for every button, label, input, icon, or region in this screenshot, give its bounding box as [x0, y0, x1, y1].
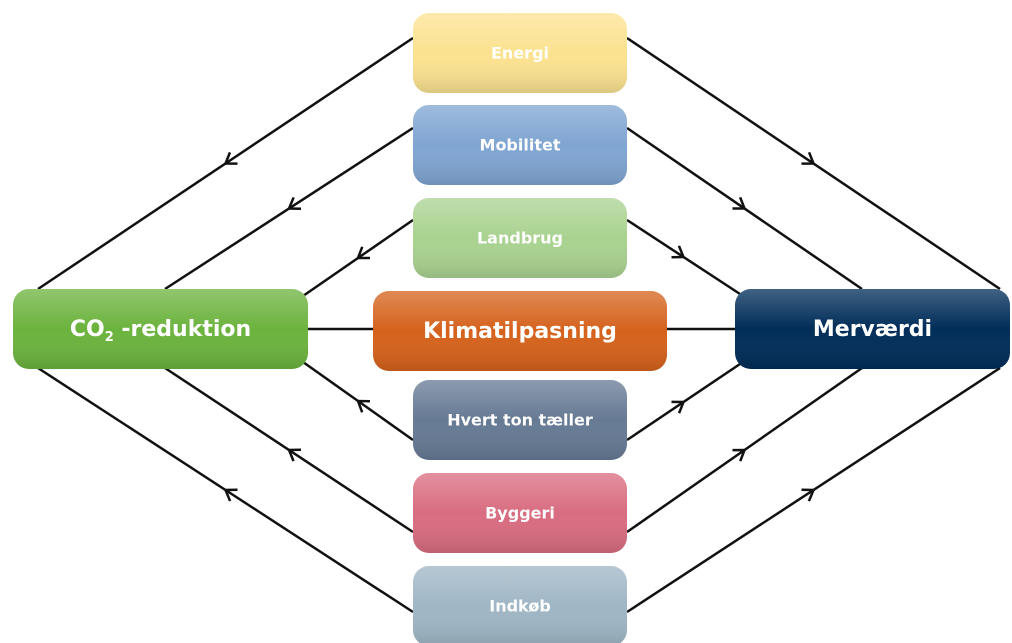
arrowhead [223, 488, 238, 502]
node-box-label: Hvert ton tæller [447, 411, 593, 430]
arrowhead [732, 448, 747, 462]
arrowhead [801, 488, 816, 502]
node-box-shine [413, 566, 627, 643]
node-box-shine [413, 473, 627, 553]
node-box-label: Mobilitet [480, 136, 561, 155]
center-box-label: Klimatilpasning [423, 319, 617, 344]
arrowhead [287, 448, 302, 462]
connectors [37, 36, 1001, 614]
right-box-label: Merværdi [813, 317, 932, 342]
node-box-label: Landbrug [477, 229, 563, 248]
node-box-shine [413, 13, 627, 93]
right-box-shine [735, 289, 1010, 369]
boxes: Energi Mobilitet Landbrug Hvert ton tæller B… [13, 13, 1010, 643]
arrowhead [671, 245, 686, 259]
arrowhead [356, 399, 371, 413]
node-box-shine [413, 198, 627, 278]
node-box-shine [413, 105, 627, 185]
label-suffix: -reduktion [114, 317, 251, 342]
node-box-label: Indkøb [489, 597, 551, 616]
arrowhead [801, 151, 816, 165]
arrowhead [287, 196, 302, 211]
left-box-shine [13, 289, 308, 369]
arrowhead [223, 151, 238, 165]
node-box-label: Energi [491, 44, 549, 63]
left-box-label: CO2 -reduktion [70, 317, 251, 345]
arrowhead [671, 400, 686, 414]
node-box-shine [413, 380, 627, 460]
label-main: CO [70, 317, 105, 342]
arrowhead [732, 196, 747, 210]
arrowhead [356, 246, 371, 260]
node-box-label: Byggeri [485, 504, 555, 523]
label-subscript: 2 [105, 330, 114, 345]
center-box-shine [373, 291, 667, 371]
